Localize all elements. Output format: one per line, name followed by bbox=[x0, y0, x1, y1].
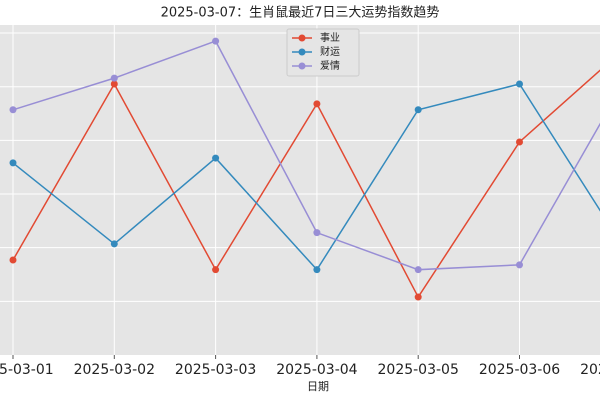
point bbox=[212, 37, 220, 45]
legend-label: 财运 bbox=[320, 45, 340, 58]
legend-label: 爱情 bbox=[320, 59, 340, 72]
point bbox=[9, 256, 17, 264]
point bbox=[414, 106, 422, 114]
x-axis-label: 日期 bbox=[307, 380, 329, 393]
x-tick-label: 2025-03-06 bbox=[479, 362, 560, 378]
point bbox=[9, 159, 17, 167]
legend-marker bbox=[298, 62, 306, 70]
point bbox=[313, 229, 321, 237]
legend-label: 事业 bbox=[320, 31, 340, 44]
legend-marker bbox=[298, 34, 306, 42]
point bbox=[414, 266, 422, 274]
point bbox=[9, 106, 17, 114]
x-tick-label: 2025-03-05 bbox=[378, 362, 459, 378]
x-tick-label: 2025-03-04 bbox=[276, 362, 357, 378]
lines bbox=[9, 37, 600, 301]
point bbox=[414, 293, 422, 301]
x-tick-label: 2025-03-07 bbox=[580, 362, 600, 378]
chart-title: 2025-03-07：生肖鼠最近7日三大运势指数趋势 bbox=[161, 5, 440, 21]
point bbox=[212, 266, 220, 274]
plot-area bbox=[0, 25, 600, 355]
x-tick-label: 2025-03-01 bbox=[0, 362, 54, 378]
point bbox=[212, 154, 220, 162]
point bbox=[110, 74, 118, 82]
x-tick-label: 2025-03-02 bbox=[74, 362, 155, 378]
point bbox=[110, 240, 118, 248]
point bbox=[313, 266, 321, 274]
point bbox=[516, 261, 523, 269]
point bbox=[110, 80, 118, 88]
x-tick-label: 2025-03-03 bbox=[175, 362, 256, 378]
legend-marker bbox=[298, 48, 306, 56]
point bbox=[313, 100, 321, 108]
point bbox=[516, 138, 523, 146]
point bbox=[516, 80, 523, 88]
